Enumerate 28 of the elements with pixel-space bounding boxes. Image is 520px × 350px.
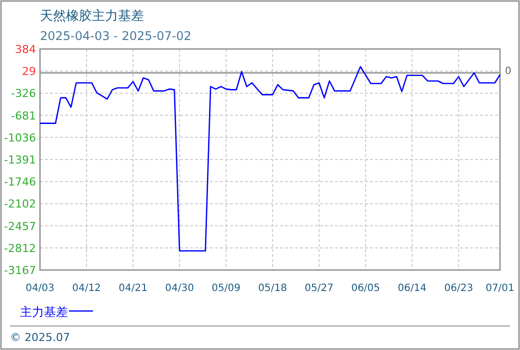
- x-tick-label: 07/01: [486, 283, 514, 294]
- y-tick-label: -2812: [4, 242, 36, 255]
- y-tick-label: 29: [22, 65, 36, 78]
- x-tick-label: 06/05: [351, 283, 380, 294]
- y-tick-label: -2457: [4, 220, 36, 233]
- legend-label: 主力基差: [20, 305, 68, 319]
- line-series: [39, 66, 501, 252]
- x-tick-label: 06/14: [398, 283, 427, 294]
- x-tick-label: 05/27: [304, 283, 334, 294]
- y-tick-label: -1746: [4, 176, 36, 189]
- y-tick-label: 384: [15, 43, 36, 56]
- ref-line-label: 0: [505, 66, 512, 77]
- y-tick-label: -681: [11, 109, 36, 122]
- y-tick-label: -2102: [4, 198, 36, 211]
- x-tick-label: 05/18: [258, 283, 287, 294]
- x-tick-label: 04/30: [165, 283, 194, 294]
- x-tick-label: 06/23: [444, 283, 474, 294]
- chart-title: 天然橡胶主力基差: [40, 8, 144, 24]
- text: © 2025.07: [10, 331, 70, 344]
- y-tick-label: -1036: [4, 131, 36, 144]
- x-tick-label: 05/09: [212, 283, 240, 294]
- y-tick-label: -3167: [4, 264, 36, 277]
- x-tick-label: 04/21: [118, 283, 148, 294]
- x-tick-label: 04/12: [72, 283, 101, 294]
- x-tick-label: 04/03: [26, 283, 54, 294]
- chart-subtitle: 2025-04-03 - 2025-07-02: [40, 29, 192, 43]
- y-tick-label: -1391: [4, 153, 36, 166]
- y-tick-label: -326: [11, 87, 36, 100]
